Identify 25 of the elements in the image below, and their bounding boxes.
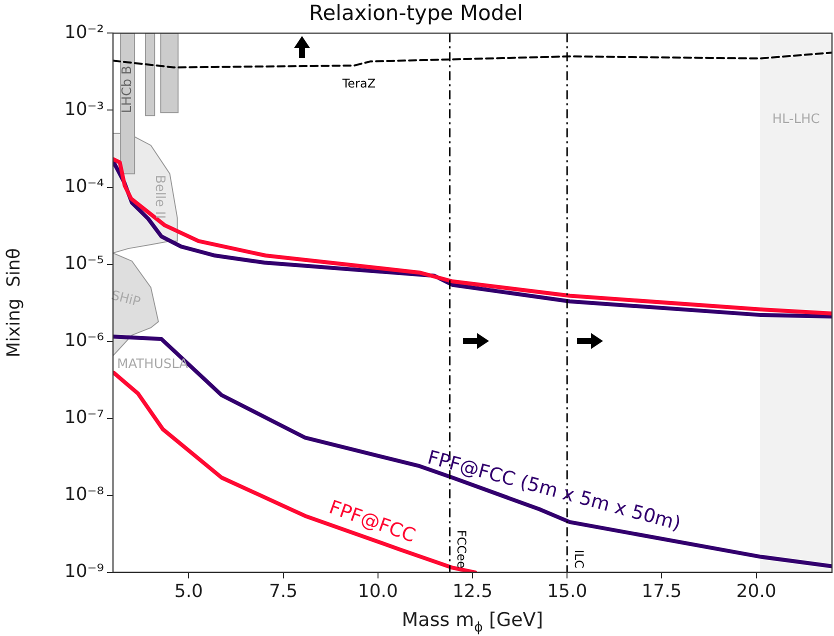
y-tick-label: 10⁻⁴ [64, 176, 104, 197]
series-label: TeraZ [341, 76, 376, 90]
x-tick-label: 5.0 [174, 580, 204, 602]
x-tick-label: 10.0 [358, 580, 398, 602]
series-label: LHCb B [120, 66, 135, 114]
y-tick-label: 10⁻² [64, 22, 104, 43]
y-tick-label: 10⁻⁵ [64, 252, 104, 274]
x-tick-label: 15.0 [547, 580, 588, 602]
x-tick-label: 12.5 [452, 580, 493, 602]
y-tick-label: 10⁻⁶ [64, 330, 104, 351]
y-axis-title: Mixing Sinθ [3, 248, 24, 358]
annotation: MATHUSLA [117, 357, 188, 372]
ref-line-label: ILC [572, 550, 586, 568]
y-tick-label: 10⁻⁹ [64, 561, 104, 582]
band-label: HL-LHC [772, 112, 820, 127]
y-tick-label: 10⁻⁷ [64, 407, 104, 428]
ref-line-label: FCCee [454, 530, 469, 568]
y-tick-label: 10⁻⁸ [64, 484, 104, 506]
chart-title: Relaxion-type Model [309, 1, 523, 26]
x-tick-label: 20.0 [736, 580, 776, 602]
x-tick-label: 7.5 [268, 580, 298, 602]
y-tick-label: 10⁻³ [64, 98, 104, 120]
x-tick-label: 17.5 [642, 580, 682, 602]
series-label: Belle II [152, 174, 167, 219]
series-label: SHiP [110, 288, 142, 310]
